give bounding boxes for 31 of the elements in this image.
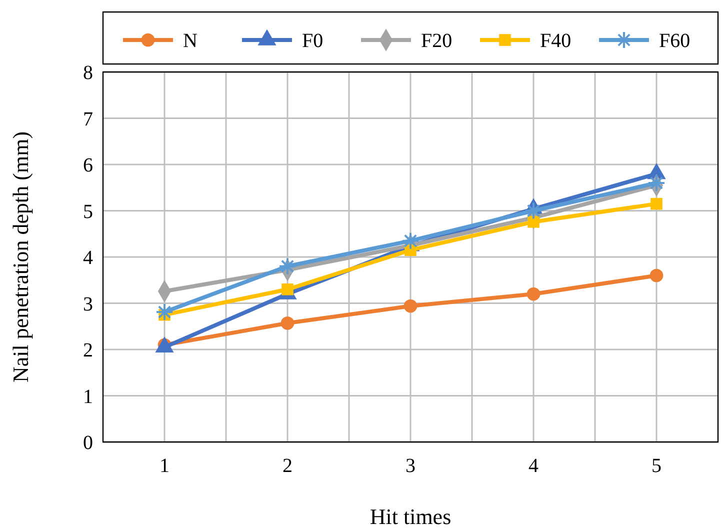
point [526,287,540,301]
legend-label: F20 [421,30,452,52]
point [648,174,666,192]
y-tick-label: 8 [83,62,93,84]
x-tick-label: 4 [528,455,538,477]
legend-label: N [183,30,198,52]
x-tick-label: 3 [406,455,416,477]
point [524,202,542,220]
point [278,257,296,276]
y-axis-title: Nail penetration depth (mm) [8,131,33,383]
legend-label: F60 [659,30,690,52]
point [650,268,664,282]
y-tick-label: 1 [83,386,93,408]
y-tick-label: 7 [83,108,93,130]
point [156,303,174,322]
x-tick-label: 1 [160,455,170,477]
point [402,232,420,250]
x-tick-label: 2 [282,455,292,477]
y-tick-label: 5 [83,200,93,223]
x-tick-label: 5 [652,455,662,477]
y-tick-label: 6 [83,154,93,176]
y-tick-label: 0 [83,432,93,454]
y-tick-label: 3 [83,293,93,316]
point [280,316,294,330]
legend-label: F40 [540,30,572,52]
y-tick-label: 4 [83,247,93,269]
x-axis-title: Hit times [370,504,452,528]
point [404,299,418,313]
legend-label: F0 [302,30,324,52]
y-tick-label: 2 [83,340,93,362]
point [650,198,662,210]
